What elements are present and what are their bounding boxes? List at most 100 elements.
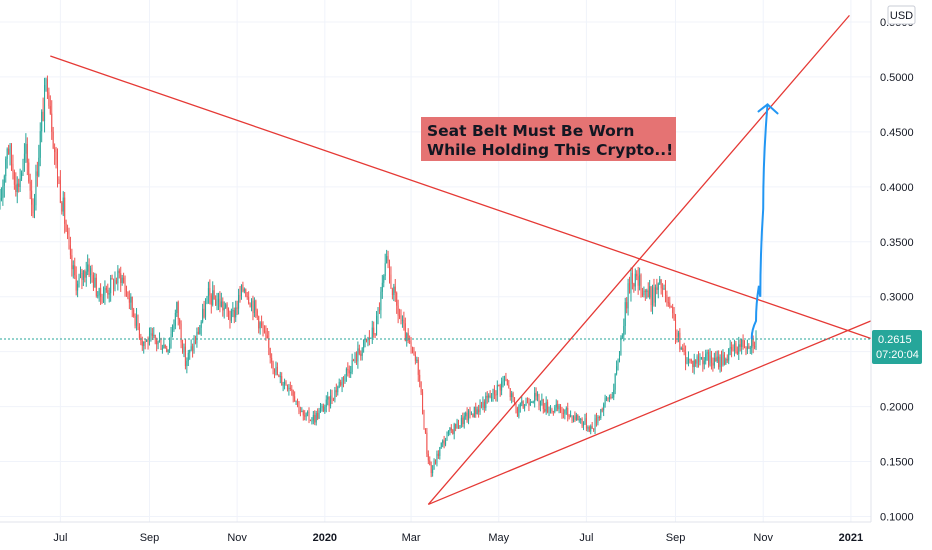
projection-arrow[interactable] bbox=[750, 103, 779, 340]
candle-body bbox=[230, 310, 232, 321]
candle-body bbox=[647, 290, 649, 298]
candle-body bbox=[108, 293, 110, 295]
candle-body bbox=[618, 354, 620, 363]
candle-body bbox=[291, 388, 293, 391]
trendline-descending-resistance[interactable] bbox=[50, 55, 872, 340]
candle-body bbox=[161, 348, 163, 350]
trendline-rising-support[interactable] bbox=[428, 320, 872, 506]
candle-body bbox=[79, 272, 81, 279]
candle-body bbox=[603, 404, 605, 411]
candle-body bbox=[170, 333, 172, 344]
candle-body bbox=[345, 368, 347, 376]
candle-body bbox=[343, 377, 345, 381]
candle-body bbox=[719, 357, 721, 368]
candle-body bbox=[391, 288, 393, 296]
candle-body bbox=[366, 339, 368, 341]
candle-body bbox=[209, 288, 211, 296]
candle-body bbox=[666, 294, 668, 303]
candle-body bbox=[233, 310, 235, 318]
candle-body bbox=[75, 275, 77, 291]
candle-body bbox=[124, 282, 126, 291]
candle-body bbox=[636, 273, 638, 277]
candle-body bbox=[687, 358, 689, 363]
candle-body bbox=[81, 272, 83, 280]
annotation-box[interactable]: Seat Belt Must Be Worn While Holding Thi… bbox=[421, 117, 676, 161]
candle-body bbox=[331, 395, 333, 400]
candle-body bbox=[91, 268, 93, 276]
candle-body bbox=[611, 397, 613, 399]
candle-body bbox=[311, 420, 313, 422]
time-tick-label: Jul bbox=[579, 532, 593, 544]
candle-body bbox=[501, 381, 503, 391]
candle-body bbox=[492, 388, 494, 397]
candle-body bbox=[334, 390, 336, 400]
price-axis[interactable]: 0.55000.50000.45000.40000.35000.30000.20… bbox=[870, 0, 922, 524]
candle-body bbox=[320, 408, 322, 411]
candle-body bbox=[584, 418, 586, 424]
candle-body bbox=[542, 399, 544, 409]
candle-body bbox=[436, 453, 438, 464]
candle-body bbox=[399, 315, 401, 318]
candle-body bbox=[423, 414, 425, 429]
candle-body bbox=[85, 271, 87, 278]
candle-body bbox=[324, 406, 326, 412]
candlestick-series bbox=[0, 75, 757, 478]
candle-body bbox=[364, 339, 366, 341]
candle-body bbox=[16, 183, 18, 193]
candle-body bbox=[514, 397, 516, 405]
candle-body bbox=[189, 349, 191, 353]
candle-body bbox=[403, 319, 405, 324]
projection-path[interactable] bbox=[750, 103, 769, 340]
candle-body bbox=[427, 453, 429, 461]
candle-body bbox=[274, 368, 276, 373]
candle-body bbox=[621, 335, 623, 338]
candle-body bbox=[341, 377, 343, 386]
candle-body bbox=[650, 286, 652, 306]
candle-body bbox=[110, 278, 112, 294]
candle-body bbox=[468, 410, 470, 421]
time-tick-label: Mar bbox=[402, 532, 421, 544]
trendline-group[interactable] bbox=[50, 14, 872, 506]
candle-body bbox=[82, 271, 84, 280]
candle-body bbox=[205, 303, 207, 317]
candle-body bbox=[564, 409, 566, 414]
candle-body bbox=[419, 374, 421, 382]
time-axis[interactable]: Jul Sep Nov 2020 Mar May Jul Sep Nov 2021 bbox=[0, 521, 871, 544]
candle-body bbox=[46, 79, 48, 93]
candle-body bbox=[580, 419, 582, 421]
annotation-line-1: Seat Belt Must Be Worn bbox=[427, 122, 634, 140]
candle-body bbox=[309, 420, 311, 422]
candle-body bbox=[117, 270, 119, 284]
price-tick-label: 0.3000 bbox=[880, 292, 914, 304]
candle-body bbox=[146, 339, 148, 342]
candle-body bbox=[102, 295, 104, 303]
candle-body bbox=[422, 392, 424, 415]
candle-body bbox=[363, 339, 365, 349]
candle-body bbox=[754, 346, 756, 348]
candle-body bbox=[581, 419, 583, 426]
candle-body bbox=[262, 325, 264, 331]
trendline-steep-support[interactable] bbox=[427, 14, 850, 505]
currency-label: USD bbox=[890, 10, 913, 22]
currency-button[interactable]: USD bbox=[887, 5, 916, 25]
candle-body bbox=[360, 353, 362, 356]
candle-body bbox=[614, 373, 616, 390]
candle-body bbox=[755, 335, 757, 348]
candle-body bbox=[746, 346, 748, 350]
price-tick-label: 0.5000 bbox=[880, 72, 914, 84]
candle-body bbox=[552, 410, 554, 413]
candle-body bbox=[335, 390, 337, 393]
candle-body bbox=[571, 415, 573, 422]
candle-body bbox=[739, 344, 741, 347]
candle-body bbox=[610, 396, 612, 398]
candle-body bbox=[276, 366, 278, 376]
candle-body bbox=[735, 343, 737, 352]
candle-body bbox=[322, 406, 324, 412]
candle-body bbox=[131, 296, 133, 310]
candle-body bbox=[480, 405, 482, 408]
candle-body bbox=[429, 460, 431, 466]
candle-body bbox=[562, 412, 564, 414]
candle-body bbox=[587, 427, 589, 429]
candle-body bbox=[577, 414, 579, 421]
